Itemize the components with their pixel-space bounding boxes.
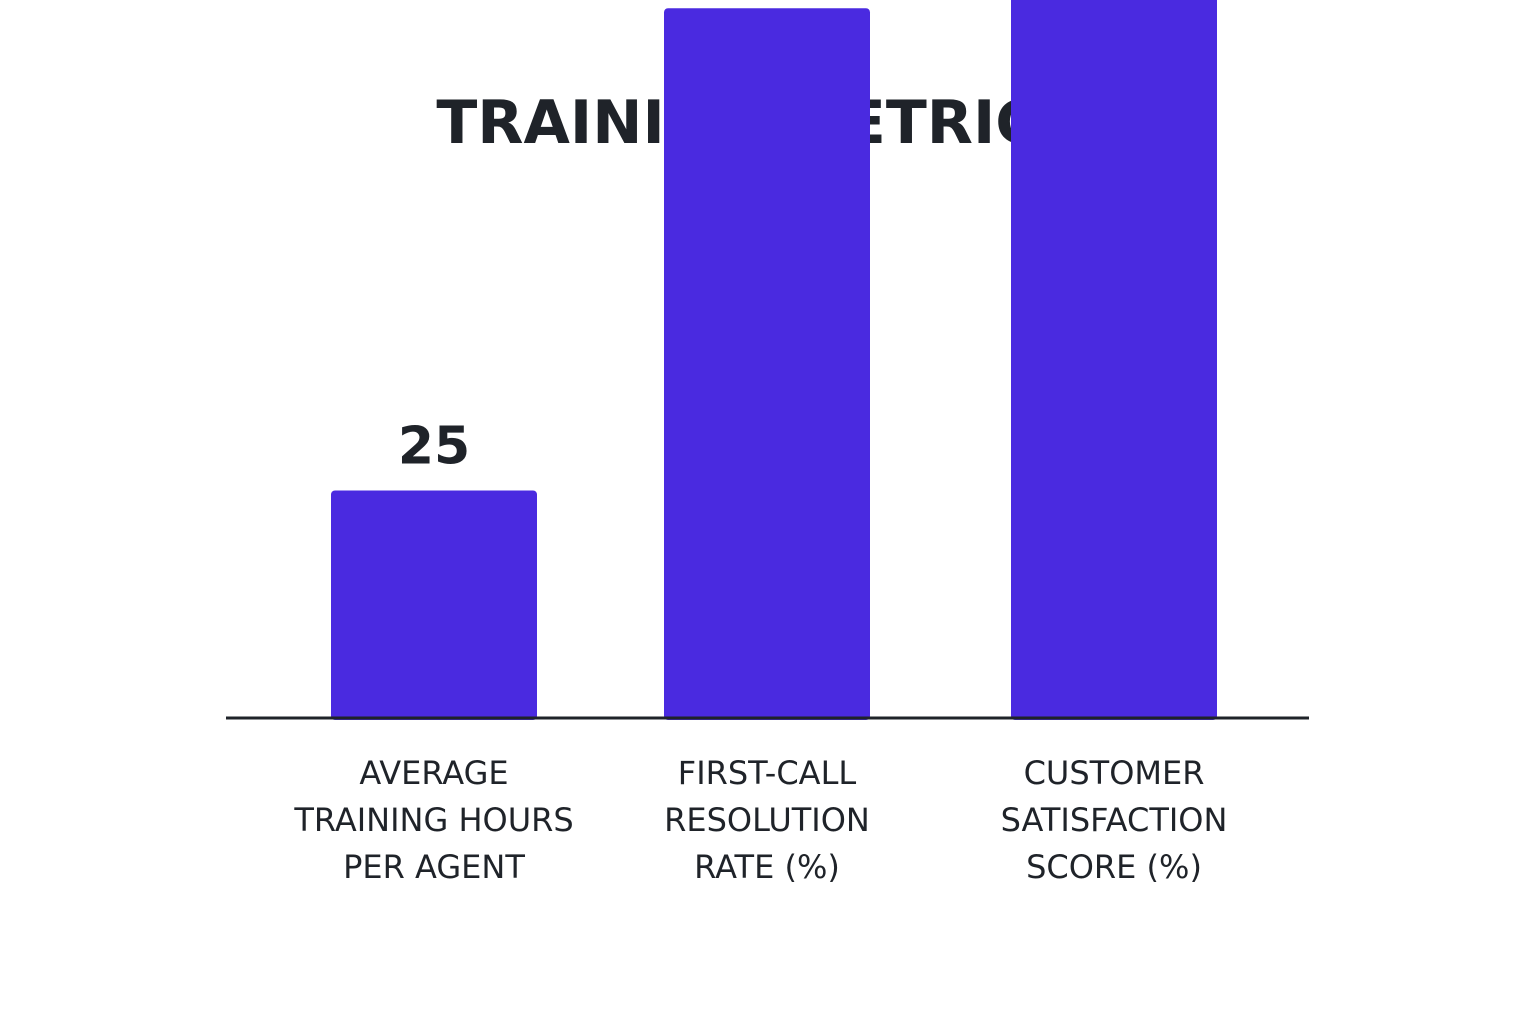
category-label-1-line-1: AVERAGE: [359, 754, 508, 792]
category-label-2-line-3: RATE (%): [694, 848, 840, 886]
category-label-3-line-2: SATISFACTION: [1001, 801, 1228, 839]
category-labels-group: AVERAGE TRAINING HOURS PER AGENT FIRST-CALL…: [293, 754, 1227, 886]
category-label-1-line-3: PER AGENT: [343, 848, 525, 886]
category-label-2-line-2: RESOLUTION: [664, 801, 870, 839]
category-label-2-line-1: FIRST-CALL: [678, 754, 857, 792]
bar-2: [664, 8, 870, 720]
bar-3: [1011, 0, 1217, 720]
bar-1: [331, 490, 537, 720]
value-label-1: 25: [398, 417, 470, 477]
category-label-3-line-3: SCORE (%): [1026, 848, 1202, 886]
bars-group: 257890: [331, 0, 1217, 720]
category-label-1-line-2: TRAINING HOURS: [293, 801, 573, 839]
category-label-3-line-1: CUSTOMER: [1024, 754, 1205, 792]
